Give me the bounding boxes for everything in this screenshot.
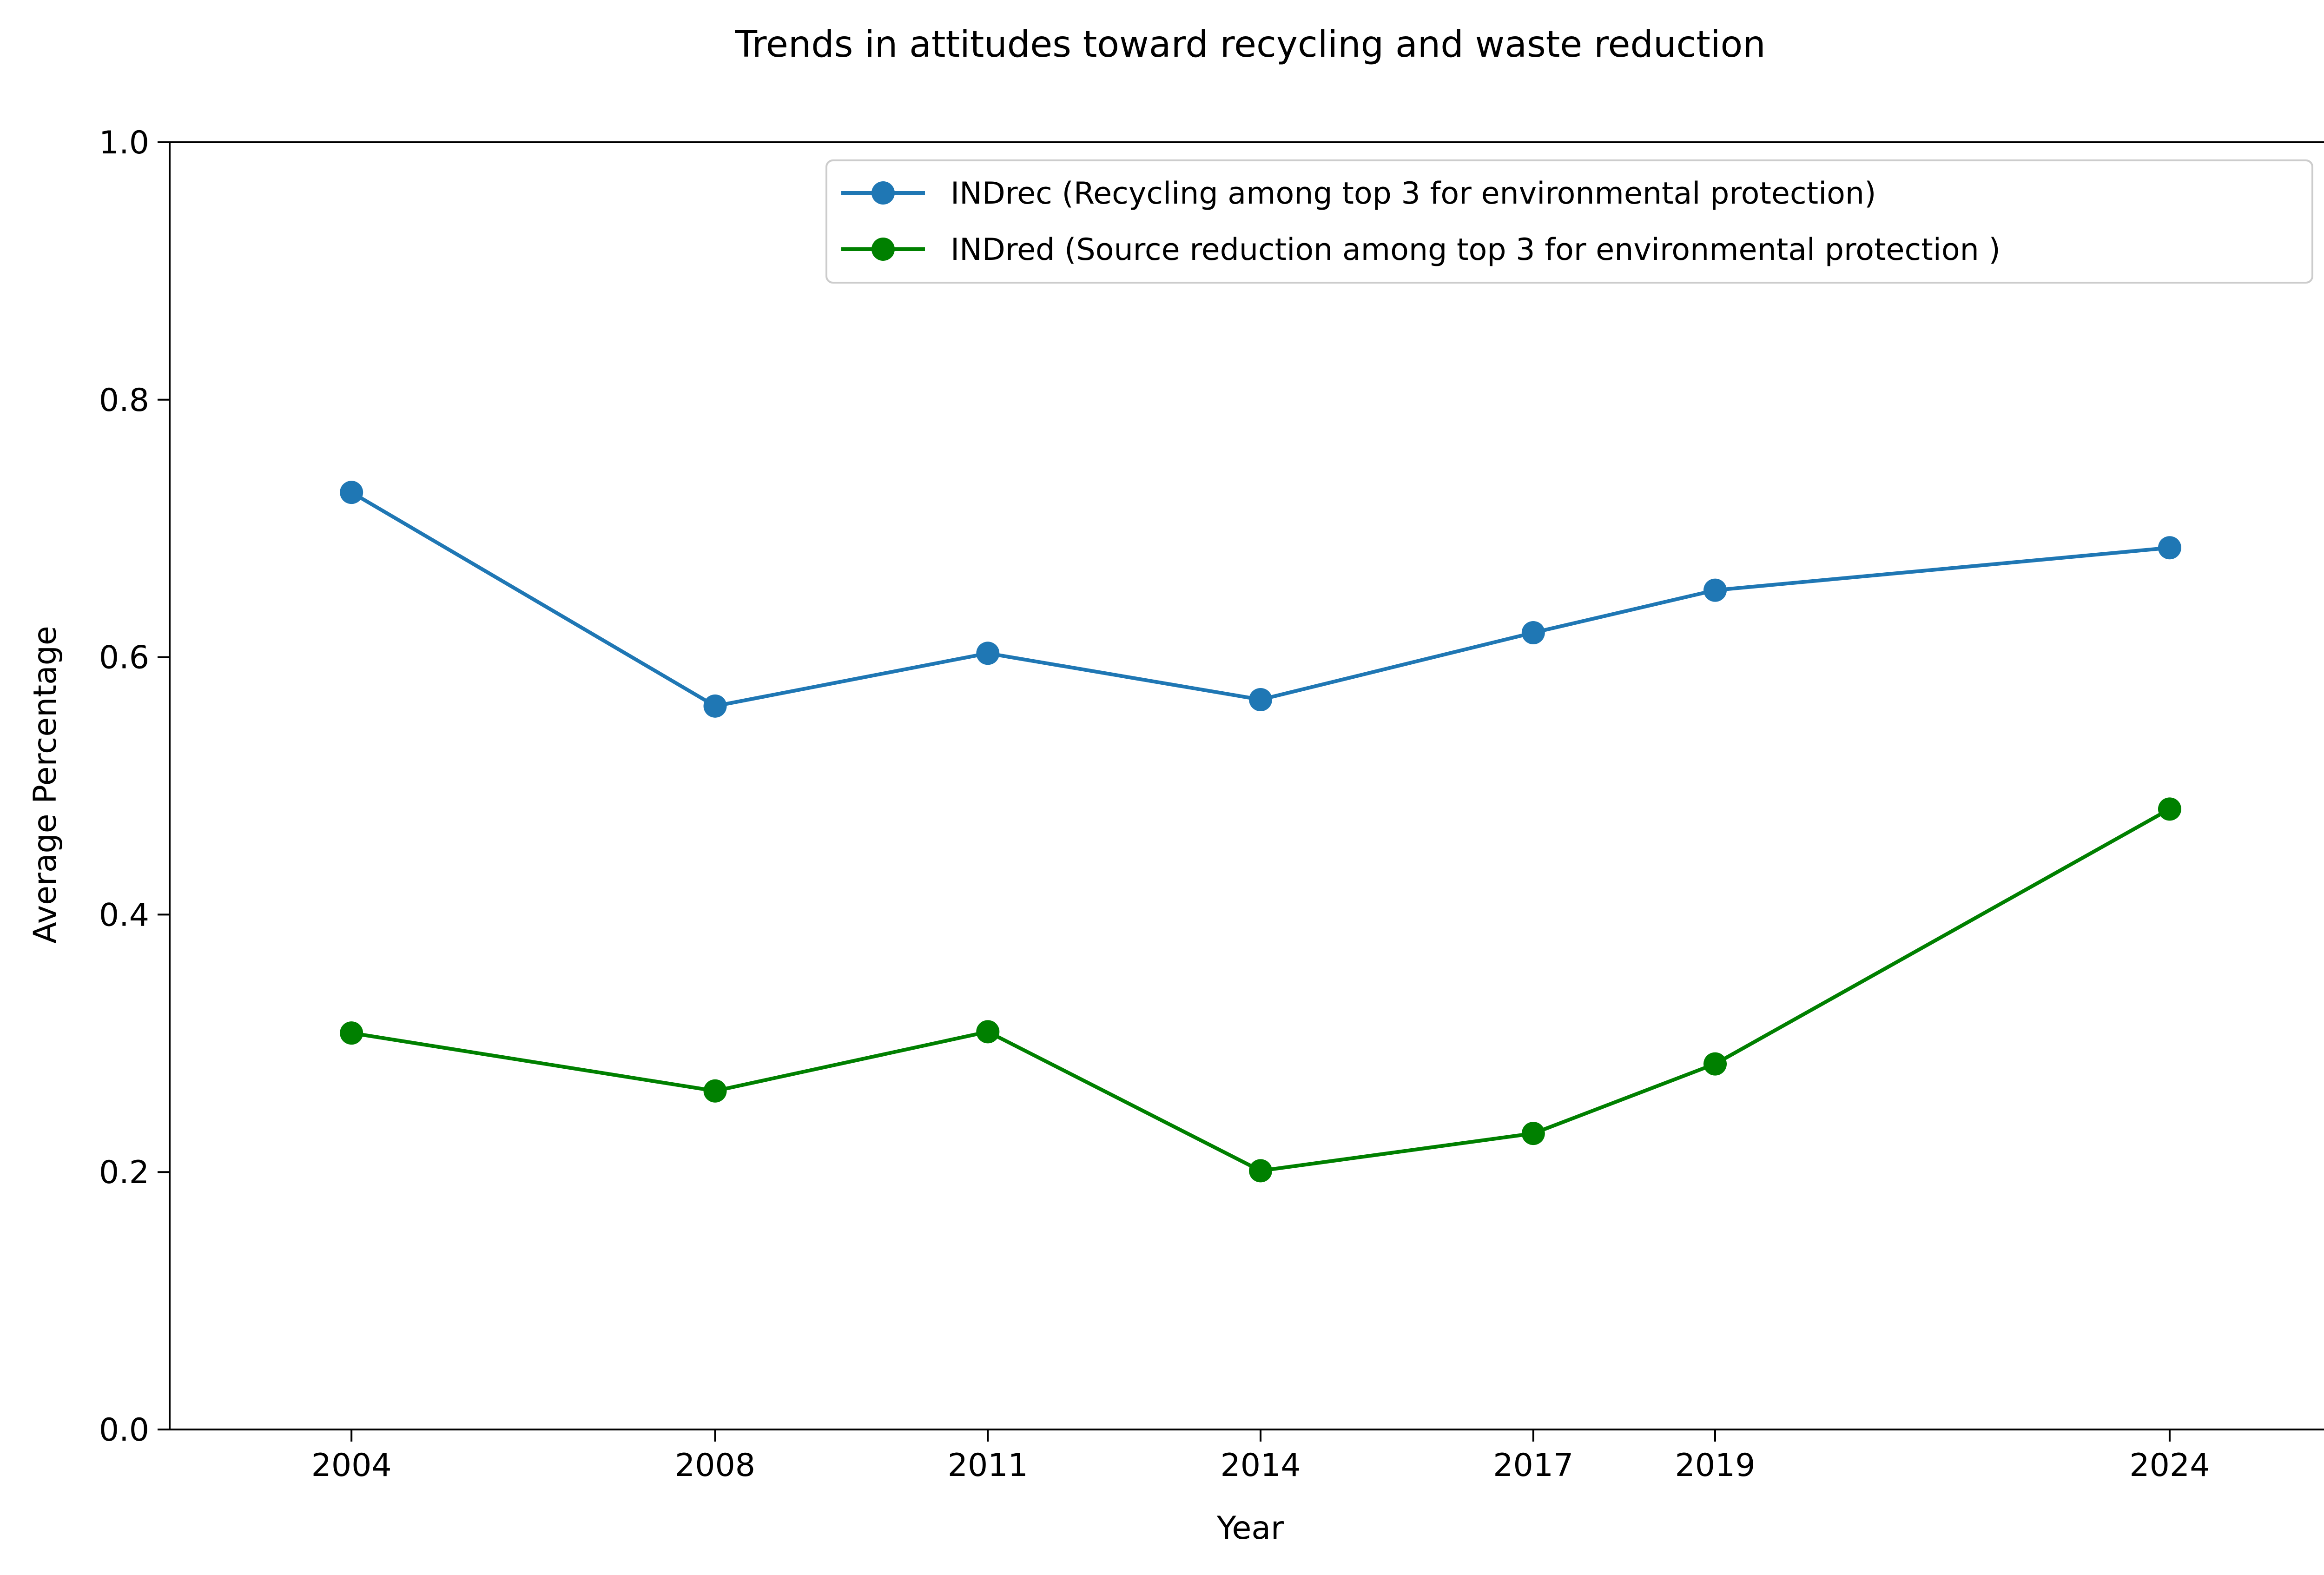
plot-area — [340, 481, 2181, 1183]
data-point — [1703, 1052, 1727, 1076]
y-tick-label: 0.8 — [99, 382, 149, 419]
data-point — [1249, 1159, 1273, 1183]
y-tick-label: 0.4 — [99, 897, 149, 933]
data-point — [1249, 688, 1273, 711]
x-tick-label: 2008 — [675, 1447, 755, 1484]
y-axis: 0.0 0.2 0.4 0.6 0.8 1.0 — [99, 125, 170, 1449]
y-tick-label: 1.0 — [99, 125, 149, 161]
series-1 — [340, 481, 2181, 718]
legend-box — [825, 159, 2313, 284]
x-axis-label: Year — [1216, 1510, 1284, 1547]
y-tick-label: 0.0 — [99, 1412, 149, 1449]
x-tick-label: 2019 — [1675, 1447, 1755, 1484]
x-axis: 2004 2008 2011 2014 2017 2019 2024 — [311, 1429, 2210, 1484]
data-point — [976, 1020, 1000, 1044]
data-point — [340, 481, 363, 504]
x-tick-label: 2017 — [1493, 1447, 1573, 1484]
chart-title: Trends in attitudes toward recycling and… — [734, 24, 1765, 66]
y-axis-label: Average Percentage — [27, 626, 64, 943]
data-point — [2158, 797, 2181, 821]
legend: INDrec (Recycling among top 3 for enviro… — [825, 159, 2313, 284]
series-2 — [340, 797, 2181, 1183]
data-point — [340, 1021, 363, 1045]
data-point — [1521, 1122, 1545, 1145]
data-point — [703, 694, 727, 718]
x-tick-label: 2004 — [311, 1447, 392, 1484]
legend-label: INDrec (Recycling among top 3 for enviro… — [951, 176, 1876, 211]
plot-frame — [169, 141, 2324, 1430]
data-point — [1521, 621, 1545, 644]
data-point — [976, 642, 1000, 665]
data-point — [703, 1079, 727, 1103]
x-tick-label: 2024 — [2129, 1447, 2210, 1484]
legend-marker — [872, 181, 895, 205]
x-tick-label: 2011 — [948, 1447, 1028, 1484]
data-point — [2158, 536, 2181, 560]
legend-marker — [872, 238, 895, 261]
x-tick-label: 2014 — [1221, 1447, 1301, 1484]
data-point — [1703, 578, 1727, 602]
legend-label: INDred (Source reduction among top 3 for… — [951, 232, 2000, 267]
y-tick-label: 0.2 — [99, 1154, 149, 1191]
y-tick-label: 0.6 — [99, 640, 149, 676]
